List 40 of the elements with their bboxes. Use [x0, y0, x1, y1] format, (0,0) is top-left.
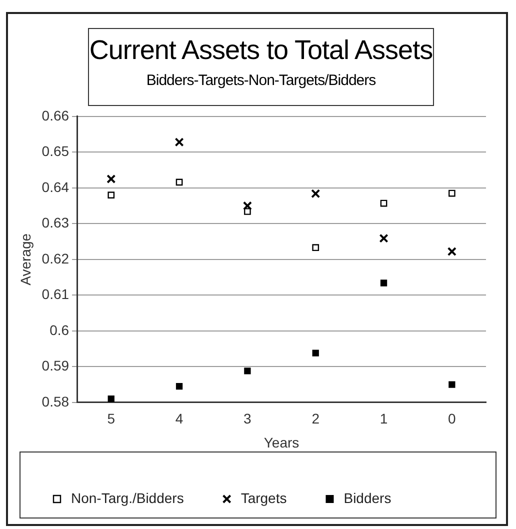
point	[176, 382, 183, 390]
x-tick-label: 3	[244, 410, 252, 427]
legend-label: Bidders	[344, 490, 392, 506]
y-tick-label: 0.66	[42, 107, 70, 124]
point	[380, 280, 388, 286]
x-tick-label: 2	[312, 410, 320, 427]
point	[380, 200, 388, 207]
point	[448, 190, 456, 197]
y-tick-label: 0.65	[42, 143, 70, 160]
point	[312, 244, 320, 252]
y-tick-label: 0.64	[42, 178, 70, 195]
x-tick-label: 4	[175, 410, 184, 427]
point	[379, 234, 388, 243]
point	[447, 247, 456, 256]
x-tick-label: 0	[448, 410, 456, 427]
x-tick-label: 5	[107, 410, 116, 427]
y-tick-label: 0.61	[42, 286, 70, 302]
point	[176, 178, 183, 186]
y-tick-label: 0.62	[42, 250, 70, 266]
y-tick-label: 0.63	[42, 214, 70, 231]
x-axis-title: Years	[264, 434, 300, 450]
y-axis-title: Average	[17, 233, 34, 286]
point	[448, 381, 456, 388]
chart-title: Current Assets to Total Assets	[89, 35, 433, 66]
legend-label: Non-Targ./Bidders	[71, 490, 184, 506]
x-tick-label: 1	[380, 410, 388, 427]
point	[108, 395, 114, 402]
legend-label: Targets	[240, 490, 287, 506]
point	[311, 189, 320, 198]
y-tick-label: 0.58	[42, 393, 70, 410]
point	[242, 201, 252, 210]
point	[312, 350, 319, 356]
point	[106, 174, 116, 184]
y-tick-label: 0.59	[42, 358, 70, 374]
point	[108, 192, 115, 198]
y-tick-label: 0.6	[50, 322, 70, 338]
point	[244, 208, 251, 215]
chart-subtitle: Bidders-Targets-Non-Targets/Bidders	[145, 72, 377, 89]
point	[174, 138, 184, 147]
point	[244, 368, 251, 374]
